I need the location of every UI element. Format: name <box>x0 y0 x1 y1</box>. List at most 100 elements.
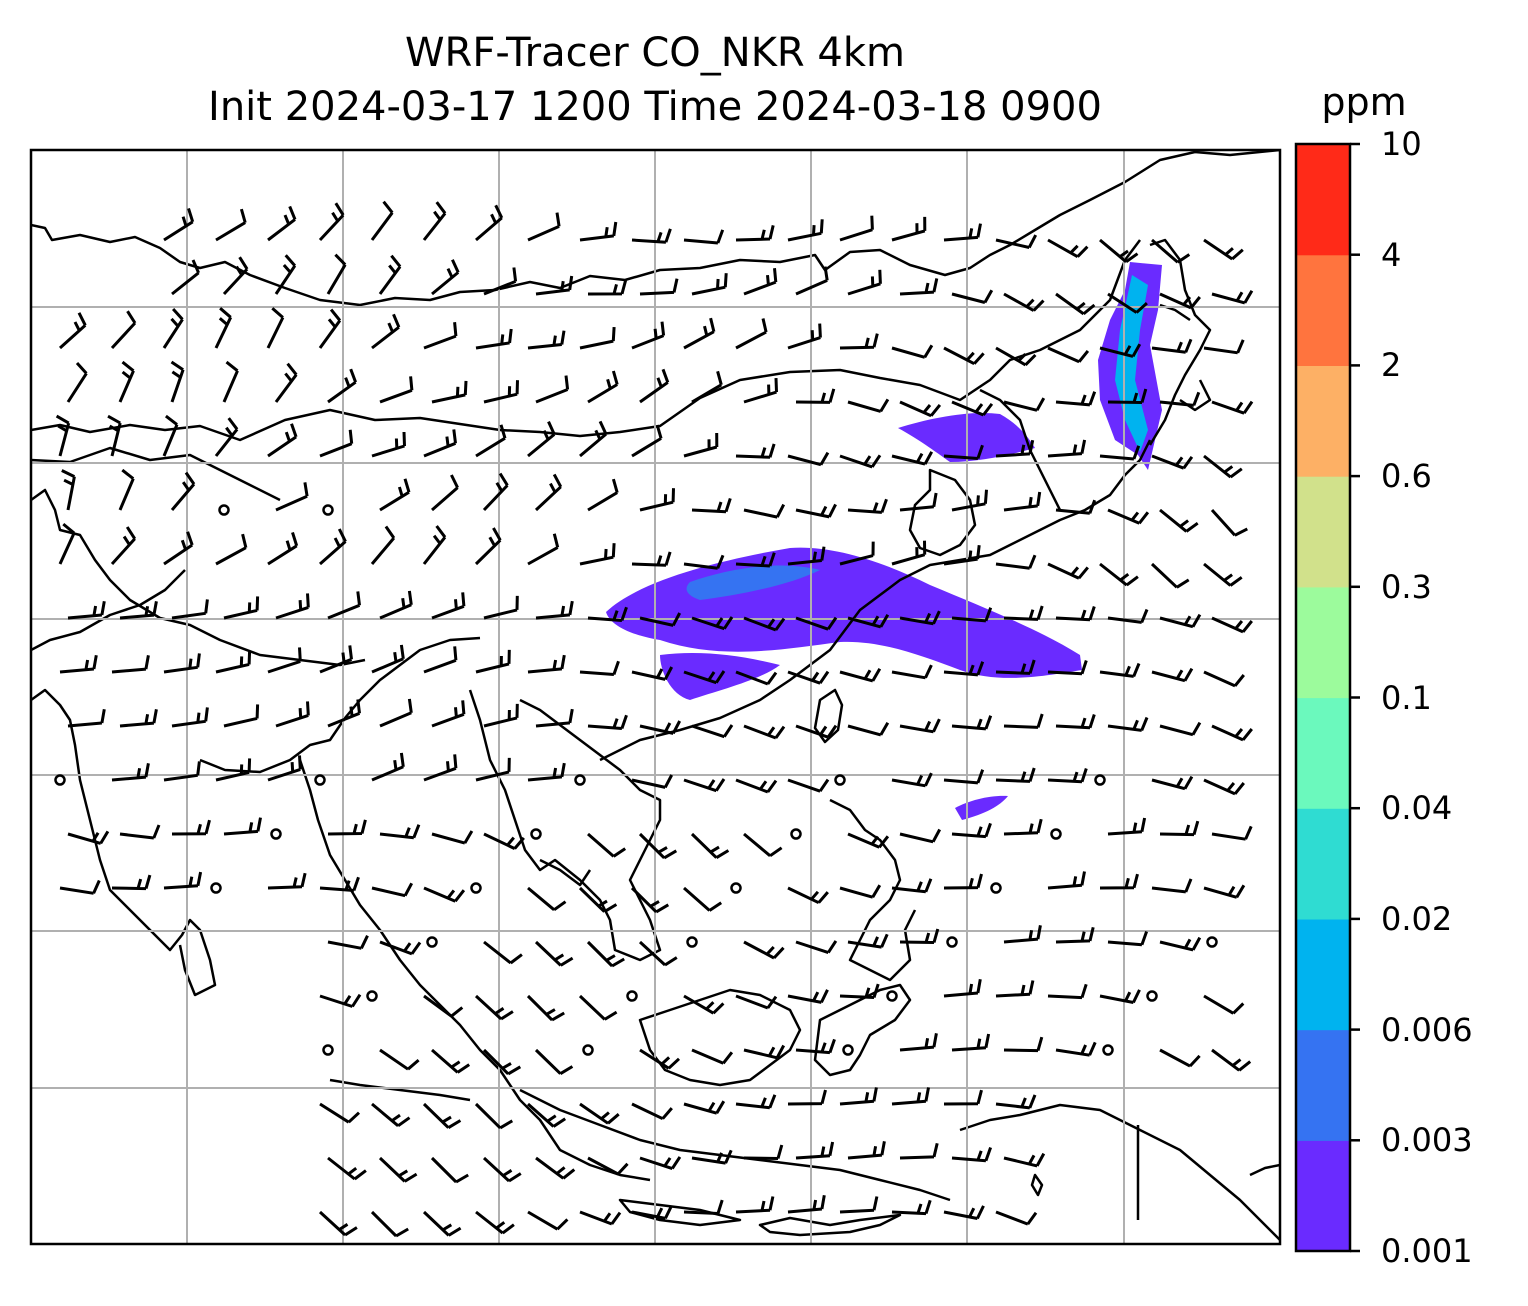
wind-barb <box>423 322 458 350</box>
wind-barb <box>631 666 674 681</box>
wind-barb <box>327 368 358 404</box>
wind-barb <box>1159 292 1201 310</box>
wind-barb <box>483 703 519 728</box>
wind-barb <box>899 492 938 512</box>
wind-barb <box>223 596 260 620</box>
wind-barb <box>267 531 299 566</box>
wind-barb <box>587 370 619 404</box>
tracer-plumes <box>606 262 1162 820</box>
wind-barb <box>1203 994 1245 1015</box>
wind-barb <box>423 994 464 1018</box>
wind-barb <box>891 664 933 680</box>
wind-barb <box>534 473 563 512</box>
wind-barb <box>162 414 179 457</box>
wind-barb <box>691 1149 733 1165</box>
wind-barb <box>1159 936 1202 952</box>
wind-barb <box>111 874 152 891</box>
wind-barb <box>795 266 829 296</box>
wind-calm-marker <box>1102 1044 1114 1056</box>
wind-barb <box>1203 562 1243 587</box>
colorbar-tick-label: 0.1 <box>1381 678 1432 717</box>
wind-barb <box>683 317 716 350</box>
wind-barb <box>483 940 523 965</box>
wind-barb <box>891 451 934 466</box>
wind-barb <box>319 1102 361 1124</box>
wind-barb <box>943 1205 985 1220</box>
wind-barb <box>1210 508 1248 537</box>
wind-barb <box>943 346 985 366</box>
wind-barb <box>743 832 783 858</box>
wind-barb <box>327 1156 367 1181</box>
wind-barb <box>1047 562 1089 580</box>
wind-barb <box>371 752 405 782</box>
wind-barb <box>1047 871 1086 890</box>
wind-barb <box>943 545 981 566</box>
wind-barb <box>1151 878 1193 894</box>
map-title: WRF-Tracer CO_NKR 4km <box>404 30 906 76</box>
wind-barb <box>267 647 302 674</box>
wind-barb <box>943 978 982 998</box>
wind-barb <box>787 323 822 350</box>
colorbar-band <box>1296 144 1350 256</box>
wind-barb <box>1099 562 1139 587</box>
wind-barb <box>847 498 888 514</box>
wind-barb <box>579 1210 622 1226</box>
plume-taiwan-east <box>955 795 1008 820</box>
wind-barb <box>55 414 71 457</box>
wind-barb <box>475 1210 515 1235</box>
wind-calm-marker <box>574 774 586 786</box>
wind-barb <box>951 400 994 417</box>
wind-barb <box>995 767 1036 783</box>
wind-barb <box>67 830 110 845</box>
colorbar-tick-label: 2 <box>1381 346 1402 385</box>
wind-barb <box>319 645 353 674</box>
wind-barb <box>847 614 890 629</box>
wind-barb <box>735 318 768 350</box>
wind-barb <box>743 616 786 632</box>
wind-barb <box>371 644 405 674</box>
wind-barb <box>847 933 889 949</box>
wind-barb <box>422 1210 462 1237</box>
wind-barb <box>839 884 882 899</box>
wind-barb <box>215 533 248 566</box>
wind-barb <box>795 616 838 631</box>
wind-barb <box>795 724 838 739</box>
wind-barb <box>1159 820 1200 837</box>
wind-barb <box>275 593 310 620</box>
colorbar-tick-label: 0.6 <box>1381 457 1432 496</box>
wind-barb <box>995 980 1035 998</box>
wind-barb <box>327 935 369 950</box>
wind-barb <box>1107 508 1150 525</box>
wind-barb <box>1159 1048 1201 1068</box>
wind-barb <box>1055 391 1097 407</box>
wind-barb <box>527 1210 569 1231</box>
wind-calm-marker <box>990 882 1002 894</box>
wind-calm-marker <box>946 936 958 948</box>
wind-barb <box>899 928 940 944</box>
colorbar-band <box>1296 365 1350 477</box>
wind-barb <box>326 253 347 295</box>
colorbar-tick-label: 0.02 <box>1381 899 1453 938</box>
colorbar-tick-label: 4 <box>1381 235 1402 274</box>
wind-barb <box>639 368 670 404</box>
wind-barb <box>683 994 725 1015</box>
wind-barb <box>431 830 474 845</box>
wind-barb <box>691 370 723 404</box>
wind-barb <box>899 718 941 734</box>
wind-barb <box>370 200 394 241</box>
wind-barb <box>535 708 574 728</box>
wind-barb <box>118 468 135 511</box>
wind-barb <box>475 757 511 782</box>
wind-barb <box>475 424 507 458</box>
wind-barb <box>735 778 778 794</box>
wind-barb <box>1003 292 1045 312</box>
wind-barb <box>526 994 565 1022</box>
wind-barb <box>163 871 203 890</box>
wind-barb <box>847 398 890 413</box>
wind-barb <box>899 1142 939 1160</box>
wind-barb <box>1099 343 1142 358</box>
wind-barb <box>1151 454 1194 470</box>
wind-barb <box>430 1156 469 1184</box>
wind-barb <box>119 824 161 840</box>
wind-barb <box>1203 778 1245 796</box>
